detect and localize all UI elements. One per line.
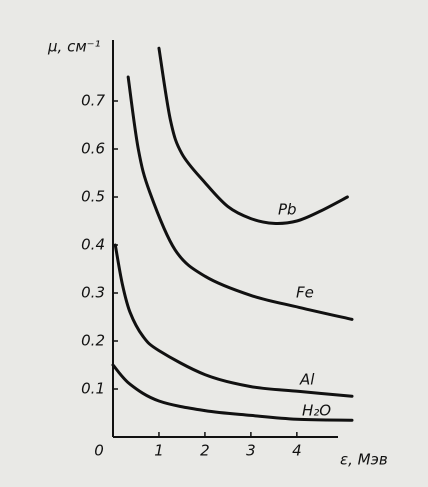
x-tick-label: 1 — [154, 442, 164, 460]
series-label: Fe — [296, 284, 314, 302]
curve — [113, 243, 354, 398]
curve — [126, 75, 354, 321]
y-tick-label: 0.1 — [81, 380, 105, 398]
curve — [157, 46, 349, 225]
y-tick-label: 0.7 — [81, 92, 105, 110]
x-axis-label: ε, Мэв — [340, 451, 388, 469]
y-axis-label: μ, см⁻¹ — [47, 38, 101, 56]
y-tick-label: 0.5 — [81, 188, 105, 206]
x-tick-label: 0 — [94, 442, 104, 460]
curve — [111, 363, 354, 422]
series-label: H₂O — [302, 402, 331, 420]
y-tick-label: 0.6 — [81, 140, 105, 158]
y-tick-label: 0.2 — [81, 332, 105, 350]
series-label: Al — [299, 371, 315, 389]
y-tick-label: 0.3 — [81, 284, 105, 302]
x-tick-label: 2 — [200, 442, 210, 460]
y-tick-label: 0.4 — [81, 236, 105, 254]
x-tick-label: 3 — [246, 442, 256, 460]
x-tick-label: 4 — [292, 442, 302, 460]
series-label: Pb — [278, 201, 297, 219]
